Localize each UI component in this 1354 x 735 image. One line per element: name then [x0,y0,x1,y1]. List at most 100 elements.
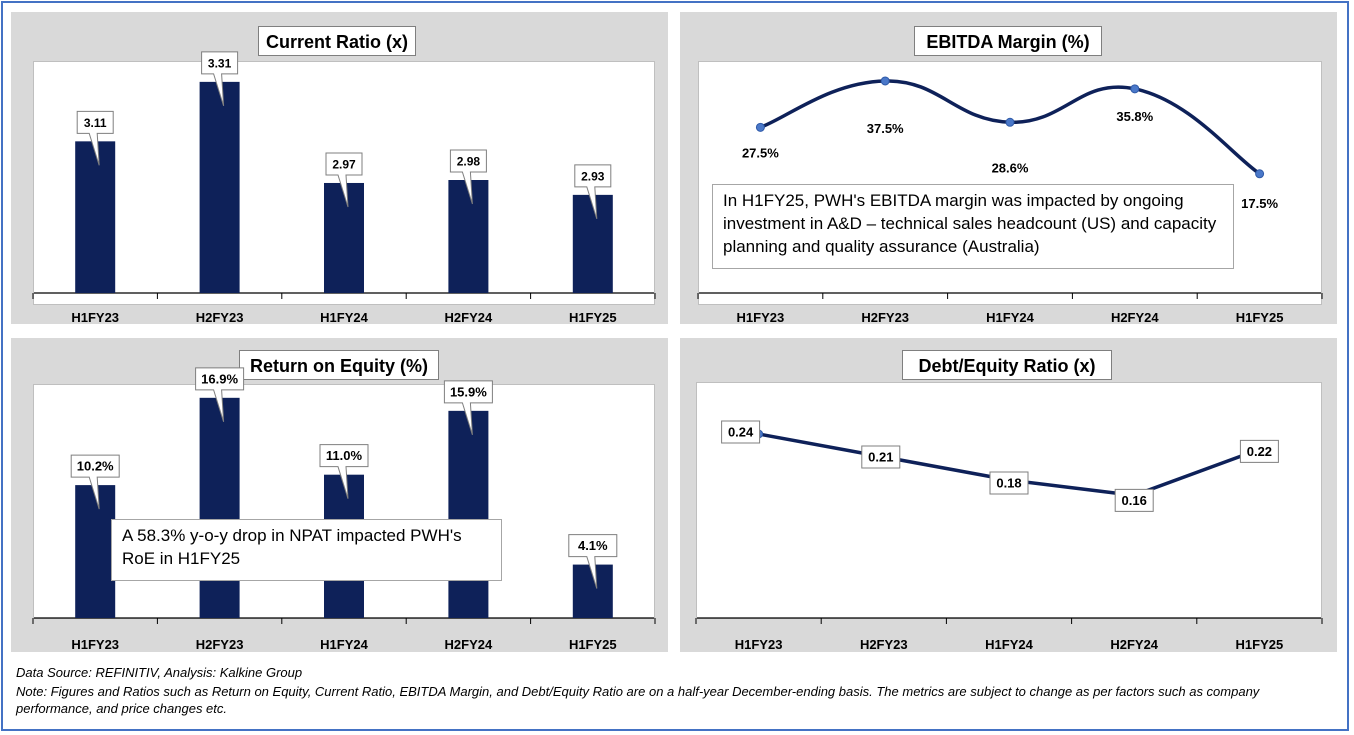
ebitda-annotation-box: In H1FY25, PWH's EBITDA margin was impac… [712,184,1234,269]
value-label-3-0-box [721,420,761,444]
value-label-2-0-box [70,454,120,510]
debt-equity-chart: H1FY23 H2FY23 H1FY24 H2FY24 H1FY25 0.24 0.21 0.… [695,420,1323,652]
value-label-0-0-group: 3.11 [76,110,114,166]
footer-note: Note: Figures and Ratios such as Return … [16,684,1260,716]
bar-2-3 [448,410,489,618]
value-label-3-3-box [1114,488,1154,512]
value-label-2-2: 11.0% [326,448,363,463]
current-ratio-title: Current Ratio (x) [258,26,416,56]
category-label-0-4: H1FY25 [569,310,617,325]
category-label-0-0: H1FY23 [71,310,119,325]
value-label-0-1-box [201,51,239,107]
value-label-0-0: 3.11 [84,116,107,130]
bar-0-0 [75,141,116,293]
value-label-2-3-box [443,380,493,435]
value-label-0-4-group: 2.93 [574,164,612,220]
ebitda-margin-panel: EBITDA Margin (%) H1FY23 H2FY23 H1FY24 H2FY… [680,12,1337,325]
category-label-3-2: H1FY24 [985,637,1033,652]
value-label-1-2: 28.6% [992,160,1029,175]
data-point-1-0 [755,122,765,132]
data-point-1-4 [1255,169,1265,179]
value-label-0-4: 2.93 [581,169,605,183]
value-label-0-3-box [449,149,487,205]
category-label-0-2: H1FY24 [320,310,368,325]
data-point-1-3 [1130,84,1140,94]
value-label-3-1: 0.21 [868,450,893,465]
category-label-1-4: H1FY25 [1236,310,1284,325]
return-on-equity-panel: Return on Equity (%) H1FY23 10.2% H2FY23 16… [11,338,668,652]
category-label-0-1: H2FY23 [196,310,244,325]
value-label-2-4: 4.1% [578,538,608,553]
bar-0-3 [448,180,489,293]
value-label-1-1: 37.5% [867,121,904,136]
value-label-3-3: 0.16 [1122,493,1147,508]
value-label-3-1-box [861,445,901,469]
ebitda-margin-title: EBITDA Margin (%) [914,26,1102,56]
value-label-3-2: 0.18 [996,476,1021,491]
value-label-2-4-group: 4.1% [568,534,618,589]
category-label-0-3: H2FY24 [445,310,493,325]
footer-source: Data Source: REFINITIV, Analysis: Kalkin… [16,665,303,680]
category-label-3-1: H2FY23 [860,637,908,652]
category-label-3-4: H1FY25 [1236,637,1284,652]
value-label-3-4-box [1239,439,1279,463]
debt-equity-plot-area [696,382,1322,619]
category-label-1-3: H2FY24 [1111,310,1159,325]
ebitda-margin-chart: H1FY23 H2FY23 H1FY24 H2FY24 H1FY25 27.5% 37.5%… [697,76,1323,325]
value-label-0-2-group: 2.97 [325,152,363,208]
value-label-0-4-box [574,164,612,220]
debt-equity-panel: Debt/Equity Ratio (x) H1FY23 H2FY23 H1FY24… [680,338,1337,652]
data-point-1-1 [880,76,890,86]
value-label-2-3: 15.9% [450,384,487,399]
value-label-0-0-box [76,110,114,166]
value-label-3-1-group: 0.21 [861,445,901,469]
category-label-2-0: H1FY23 [71,637,119,652]
category-label-2-1: H2FY23 [196,637,244,652]
value-label-3-0: 0.24 [728,425,754,440]
value-label-2-2-group: 11.0% [319,444,369,499]
value-label-3-2-group: 0.18 [989,471,1029,495]
value-label-1-3: 35.8% [1116,109,1153,124]
bar-2-0 [75,485,116,618]
value-label-1-0: 27.5% [742,145,779,160]
value-label-3-4: 0.22 [1247,444,1272,459]
value-label-0-2-box [325,152,363,208]
value-label-0-1: 3.31 [208,56,232,70]
value-label-3-4-group: 0.22 [1239,439,1279,463]
current-ratio-chart: H1FY23 3.11 H2FY23 3.31 H1FY24 2.97 H2FY24 2.98… [32,51,656,325]
value-label-2-4-box [568,534,618,589]
value-label-2-1-box [195,367,245,422]
value-label-2-0: 10.2% [77,459,114,474]
category-label-3-0: H1FY23 [735,637,783,652]
category-label-1-0: H1FY23 [737,310,785,325]
bar-0-2 [324,182,364,293]
value-label-2-1: 16.9% [201,371,238,386]
roe-title: Return on Equity (%) [239,350,439,380]
value-label-0-3-group: 2.98 [449,149,487,205]
value-label-2-0-group: 10.2% [70,454,120,510]
category-label-1-1: H2FY23 [861,310,909,325]
debt-equity-title: Debt/Equity Ratio (x) [902,350,1112,380]
value-label-3-2-box [989,471,1029,495]
value-label-2-1-group: 16.9% [195,367,245,422]
category-label-2-2: H1FY24 [320,637,368,652]
return-on-equity-chart: H1FY23 10.2% H2FY23 16.9% H1FY24 11.0% H2FY24 1… [32,367,656,652]
bar-0-1 [199,81,240,293]
category-label-2-3: H2FY24 [445,637,493,652]
value-label-3-0-group: 0.24 [721,420,761,444]
category-label-1-2: H1FY24 [986,310,1034,325]
data-point-1-2 [1005,117,1015,127]
category-label-3-3: H2FY24 [1110,637,1158,652]
roe-annotation-box: A 58.3% y-o-y drop in NPAT impacted PWH'… [111,519,502,581]
category-label-2-4: H1FY25 [569,637,617,652]
current-ratio-panel: Current Ratio (x) H1FY23 3.11 H2FY23 3.31 H1… [11,12,668,325]
value-label-1-4: 17.5% [1241,196,1278,211]
bar-2-1 [199,397,240,618]
value-label-2-3-group: 15.9% [443,380,493,435]
value-label-0-2: 2.97 [332,157,356,171]
value-label-2-2-box [319,444,369,499]
bar-0-4 [572,194,613,293]
value-label-0-3: 2.98 [457,155,481,169]
value-label-3-3-group: 0.16 [1114,488,1154,512]
value-label-0-1-group: 3.31 [201,51,239,107]
